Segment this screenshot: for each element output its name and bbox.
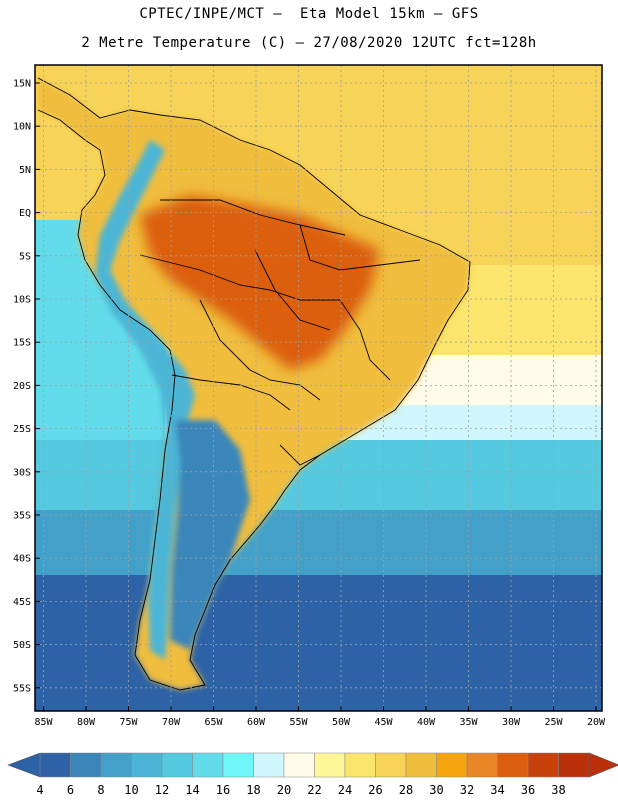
lat-label: 30S: [13, 467, 31, 478]
lat-label: 55S: [13, 683, 31, 694]
colorbar-label: 38: [551, 783, 565, 797]
lon-label: 30W: [502, 717, 521, 728]
colorbar-box: [283, 752, 315, 778]
colorbar-label: 6: [67, 783, 74, 797]
lat-label: EQ: [19, 208, 31, 219]
lon-label: 55W: [289, 717, 308, 728]
lat-label: 20S: [13, 381, 31, 392]
lon-label: 70W: [162, 717, 181, 728]
lon-label: 40W: [417, 717, 436, 728]
lat-label: 50S: [13, 640, 31, 651]
colorbar-label: 30: [429, 783, 443, 797]
colorbar-label: 8: [97, 783, 104, 797]
longitude-labels: 85W 80W 75W 70W 65W 60W 55W 50W 45W 40W 35W 30W 25W 2…: [34, 706, 606, 728]
colorbar-label: 28: [399, 783, 413, 797]
colorbar-label: 4: [36, 783, 43, 797]
map-title-line-2: 2 Metre Temperature (C) – 27/08/2020 12U…: [81, 35, 537, 51]
colorbar-label: 12: [155, 783, 169, 797]
colorbar-box: [558, 752, 590, 778]
colorbar-label: 24: [338, 783, 352, 797]
map-title-line-1: CPTEC/INPE/MCT – Eta Model 15km – GFS: [139, 6, 479, 22]
colorbar-box: [100, 752, 132, 778]
lon-label: 50W: [332, 717, 351, 728]
lat-label: 10S: [13, 295, 31, 306]
colorbar-box: [70, 752, 102, 778]
colorbar-box: [344, 752, 376, 778]
colorbar-box: [405, 752, 437, 778]
colorbar-box: [436, 752, 468, 778]
lon-label: 75W: [119, 717, 138, 728]
lat-label: 15N: [13, 79, 31, 90]
lat-label: 35S: [13, 511, 31, 522]
lat-label: 5N: [19, 165, 31, 176]
colorbar-label: 20: [277, 783, 291, 797]
colorbar-box: [161, 752, 193, 778]
colorbar-label: 16: [216, 783, 230, 797]
colorbar-label: 18: [246, 783, 260, 797]
lon-label: 60W: [247, 717, 266, 728]
colorbar-label: 14: [185, 783, 199, 797]
colorbar-box: [466, 752, 498, 778]
colorbar-label: 22: [307, 783, 321, 797]
lon-label: 85W: [34, 717, 53, 728]
temperature-map: 15N 10N 5N EQ 5S 10S 15S 20S 25S 30S 35S 40S 45S 50S 5…: [13, 64, 606, 728]
lat-label: 15S: [13, 338, 31, 349]
colorbar-label: 36: [521, 783, 535, 797]
lat-label: 25S: [13, 424, 31, 435]
colorbar-box: [39, 752, 71, 778]
colorbar-box: [131, 752, 163, 778]
patagonia-cold: [170, 420, 250, 650]
temperature-field: [35, 65, 602, 711]
colorbar-label: 32: [460, 783, 474, 797]
colorbar-box: [527, 752, 559, 778]
andes-cold: [95, 140, 195, 660]
colorbar-box: [222, 752, 254, 778]
colorbar-label: 10: [124, 783, 138, 797]
colorbar-label: 26: [368, 783, 382, 797]
colorbar-high-arrow: [588, 752, 618, 778]
lat-label: 45S: [13, 597, 31, 608]
colorbar-box: [375, 752, 407, 778]
lat-label: 5S: [19, 251, 31, 262]
colorbar-low-arrow: [7, 752, 41, 778]
latitude-labels: 15N 10N 5N EQ 5S 10S 15S 20S 25S 30S 35S 40S 45S 50S 5…: [13, 79, 40, 694]
lat-label: 10N: [13, 122, 31, 133]
lon-label: 65W: [204, 717, 223, 728]
lon-label: 80W: [77, 717, 96, 728]
colorbar-box: [314, 752, 346, 778]
colorbar-box: [192, 752, 224, 778]
colorbar-box: [253, 752, 285, 778]
map-frame: [34, 64, 603, 712]
lon-label: 25W: [544, 717, 563, 728]
lon-label: 35W: [459, 717, 478, 728]
lat-label: 40S: [13, 554, 31, 565]
lon-label: 45W: [374, 717, 393, 728]
ocean-south-deep: [35, 575, 602, 711]
lon-label: 20W: [587, 717, 606, 728]
colorbar-box: [497, 752, 529, 778]
colorbar-label: 34: [490, 783, 504, 797]
